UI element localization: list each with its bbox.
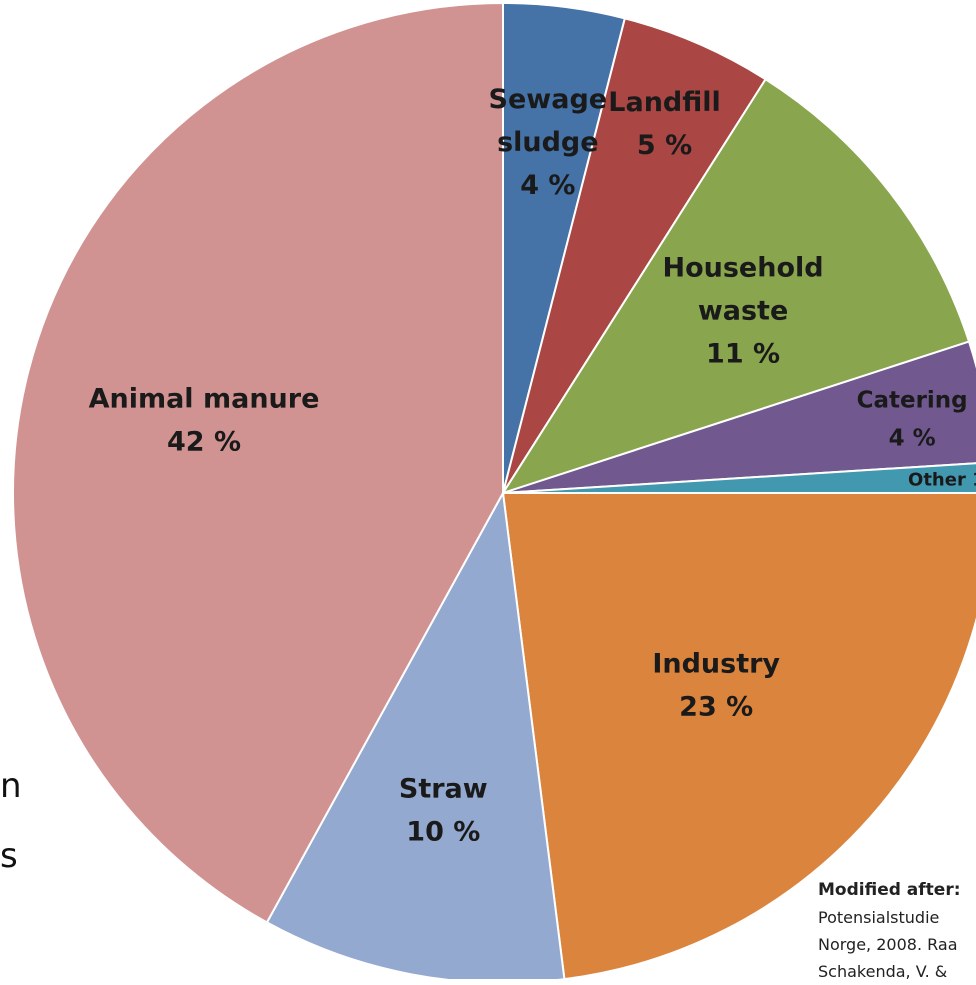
pie-label-3-line-0: Catering (857, 387, 968, 413)
pie-label-6: Straw 10 % (399, 773, 488, 847)
pie-label-0: Sewage sludge 4 % (489, 84, 608, 201)
edge-text-1: n (0, 766, 22, 806)
pie-label-1-line-0: Landfill (608, 87, 721, 118)
pie-label-5-line-1: 23 % (679, 691, 753, 722)
pie-slice-6 (265, 489, 566, 979)
pie-label-2-line-2: 11 % (706, 339, 780, 370)
pie-label-5: Industry 23 % (652, 648, 780, 722)
pie-label-6-line-1: 10 % (406, 816, 480, 847)
pie-slice-2 (500, 77, 971, 495)
pie-label-0-line-0: Sewage (489, 84, 608, 115)
pie-label-3-line-1: 4 % (889, 425, 936, 451)
edge-text-2: s (0, 836, 18, 876)
pie-label-1-line-1: 5 % (637, 130, 692, 161)
pie-slice-4 (502, 462, 976, 494)
pie-label-6-line-0: Straw (399, 773, 488, 804)
pie-label-2-line-1: waste (698, 296, 788, 327)
source-note-line-3: Schakenda, V. & (818, 962, 948, 981)
pie-label-4: Other 1 % (908, 469, 976, 490)
source-note-line-2: Norge, 2008. Raa (818, 935, 958, 954)
pie-label-5-line-0: Industry (652, 648, 780, 679)
pie-label-1: Landfill 5 % (608, 87, 721, 161)
pie-label-2: Household waste 11 % (662, 253, 823, 370)
pie-slices (12, 1, 976, 979)
pie-label-3: Catering 4 % (857, 387, 968, 451)
pie-label-4-line-0: Other 1 % (908, 469, 976, 490)
pie-slice-5 (501, 492, 976, 979)
pie-labels: Sewage sludge 4 % Landfill 5 % Household waste… (89, 84, 976, 847)
pie-label-0-line-1: sludge (497, 127, 599, 158)
pie-slice-1 (502, 17, 767, 494)
source-note-heading: Modified after (818, 880, 954, 900)
pie-label-2-line-0: Household (662, 253, 823, 284)
pie-slice-7 (12, 1, 504, 924)
pie-label-0-line-2: 4 % (520, 170, 575, 201)
source-note-line-1: Potensialstudie (818, 908, 940, 927)
pie-label-7: Animal manure 42 % (89, 384, 320, 458)
pie-slice-3 (502, 340, 976, 494)
source-note: Modified after: Potensialstudie Norge, 2… (818, 876, 976, 985)
pie-label-7-line-0: Animal manure (89, 384, 320, 415)
pie-label-7-line-1: 42 % (167, 427, 241, 458)
